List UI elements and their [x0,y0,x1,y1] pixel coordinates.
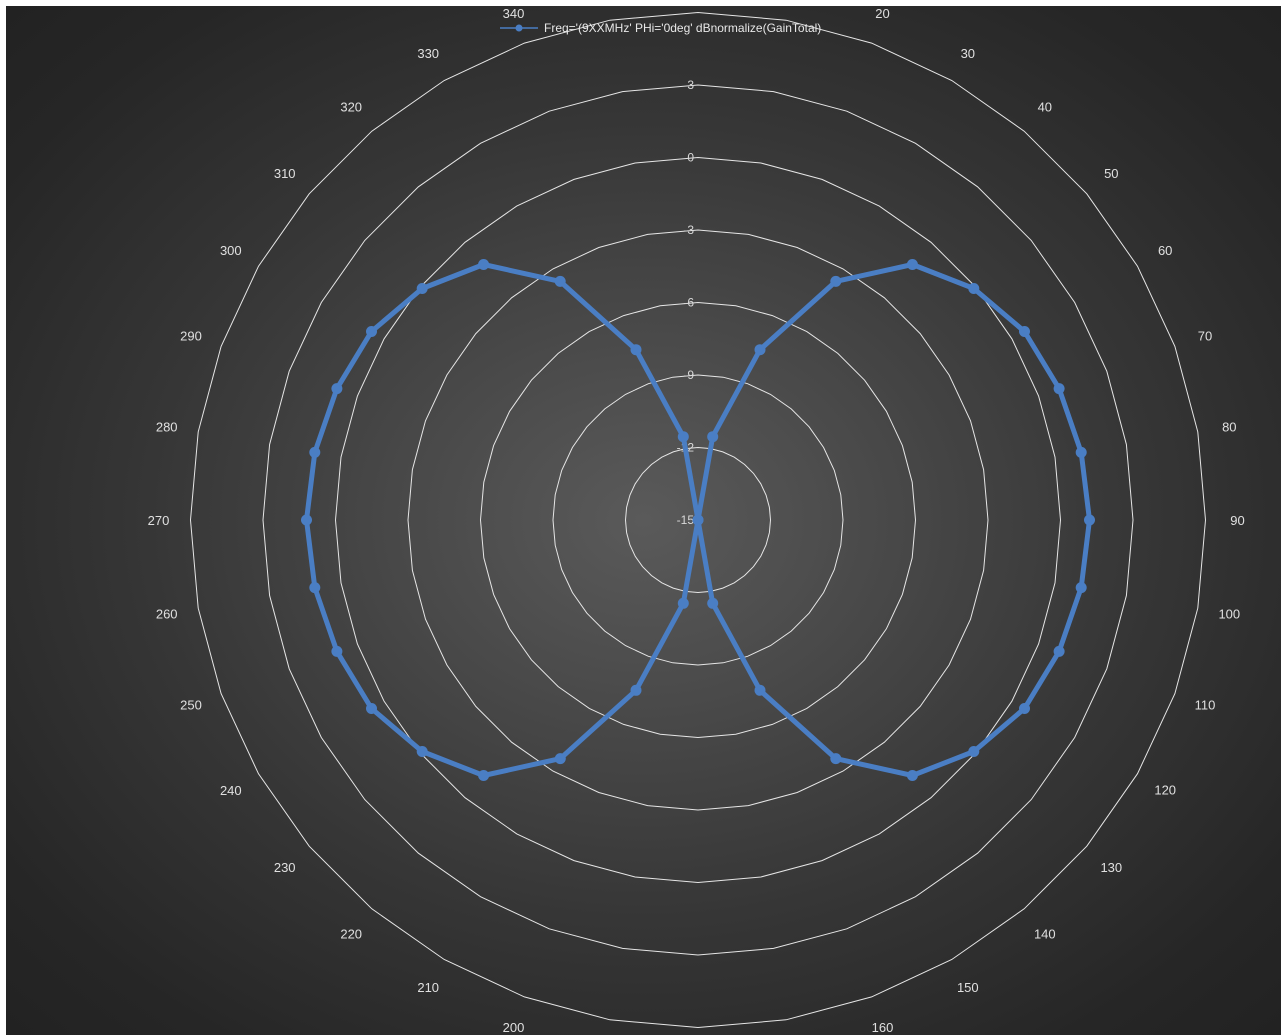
data-point [754,684,766,696]
data-point [1075,582,1087,594]
angular-tick-label: 140 [1034,926,1056,941]
angular-tick-label: 300 [220,243,242,258]
grid-ring [334,156,1062,884]
data-point [554,275,566,287]
data-point [1053,645,1065,657]
data-point [366,703,377,714]
angular-tick-labels: 0102030405060708090100110120130140150160… [148,6,1245,1035]
angular-tick-label: 50 [1104,166,1118,181]
data-point [677,431,689,443]
grid-ring [624,446,772,594]
data-point [1075,446,1087,458]
angular-tick-label: 40 [1038,100,1052,115]
angular-tick-label: 130 [1100,860,1122,875]
angular-tick-label: 260 [156,607,178,622]
polar-chart: -15-12-9-6-303 0102030405060708090100110… [148,6,1245,1035]
angular-tick-label: 150 [957,980,979,995]
data-point [1019,703,1030,714]
angular-tick-label: 160 [872,1020,894,1035]
grid [189,11,1207,1029]
angular-tick-label: 60 [1158,243,1172,258]
angular-tick-label: 280 [156,419,178,434]
legend: Freq='(9XXMHz' PHi='0deg' dBnormalize(Ga… [500,21,821,35]
angular-tick-label: 270 [148,513,170,528]
angular-tick-label: 240 [220,783,242,798]
angular-tick-label: 90 [1230,513,1244,528]
angular-tick-label: 30 [961,46,975,61]
data-point [707,597,719,609]
angular-tick-label: 250 [180,698,202,713]
data-point [830,275,842,287]
data-point [554,753,566,765]
angular-tick-label: 340 [503,6,525,21]
angular-tick-label: 310 [274,166,296,181]
radial-tick-label: -6 [683,296,694,310]
data-point [677,597,689,609]
data-point [707,431,719,443]
radial-tick-label: -15 [677,513,695,527]
data-point [478,770,490,781]
angular-tick-label: 290 [180,329,202,344]
data-point [1084,514,1095,526]
angular-tick-label: 110 [1195,698,1216,713]
data-point [416,283,428,294]
angular-tick-label: 120 [1154,783,1176,798]
angular-tick-label: 70 [1198,329,1212,344]
angular-tick-label: 200 [503,1020,525,1035]
angular-tick-label: 20 [875,6,889,21]
data-point [906,770,918,781]
chart-area: -15-12-9-6-303 0102030405060708090100110… [6,6,1281,1035]
grid-ring [479,301,917,739]
data-point [1019,326,1030,337]
angular-tick-label: 220 [340,926,362,941]
angular-tick-label: 320 [340,100,362,115]
grid-ring [552,374,844,666]
data-point [301,514,312,526]
angular-tick-label: 210 [417,980,439,995]
data-point [366,326,377,337]
grid-ring [262,84,1134,956]
data-point [630,684,642,696]
data-point [830,753,842,765]
data-point [754,344,766,356]
data-point [309,446,321,458]
grid-ring [189,11,1207,1029]
radial-tick-label: 0 [687,151,694,165]
legend-label: Freq='(9XXMHz' PHi='0deg' dBnormalize(Ga… [544,21,821,35]
series [301,259,1095,781]
data-point [968,283,980,294]
angular-tick-label: 230 [274,860,296,875]
angular-tick-label: 80 [1222,419,1236,434]
legend-marker [515,24,523,32]
data-point [331,383,343,395]
radial-tick-label: 3 [687,78,694,92]
data-point [309,582,321,594]
data-point [630,344,642,356]
data-point [416,746,428,757]
radial-tick-label: -9 [683,368,694,382]
data-point [1053,383,1065,395]
angular-tick-label: 330 [417,46,439,61]
data-point [968,746,980,757]
angular-tick-label: 100 [1218,607,1240,622]
radial-tick-label: -3 [683,223,694,237]
data-point [692,514,704,526]
data-point [331,645,343,657]
data-point [906,259,918,270]
grid-ring [407,229,989,811]
data-point [478,259,490,270]
